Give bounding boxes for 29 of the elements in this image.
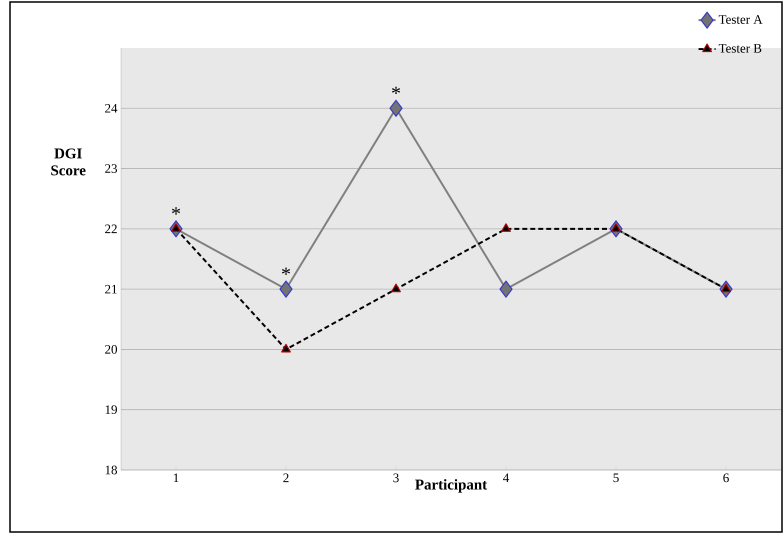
x-tick-label: 3 (393, 474, 399, 482)
y-tick-label: 21 (105, 284, 117, 294)
x-tick-label: 1 (174, 474, 178, 482)
point (611, 223, 621, 232)
annotation: * (392, 86, 400, 94)
point (389, 100, 403, 117)
y-tick-label: 19 (106, 405, 117, 414)
point (721, 284, 731, 292)
point (501, 223, 511, 232)
x-tick-label: 6 (723, 474, 729, 482)
y-tick-label: 24 (105, 104, 118, 113)
point (499, 280, 513, 298)
y-axis-title: DGI Score (51, 148, 86, 176)
x-axis-title: Participant (415, 479, 488, 493)
legend-label: Tester B (718, 44, 762, 53)
x-tick-label: 4 (503, 474, 510, 482)
y-tick-label: 18 (106, 466, 117, 474)
annotation: * (282, 268, 290, 275)
y-tick-label: 23 (105, 164, 117, 173)
point (391, 284, 401, 292)
annotation: * (172, 207, 180, 215)
legend-label: Tester A (718, 15, 763, 24)
x-tick-label: 2 (283, 474, 289, 482)
y-tick-label: 22 (105, 224, 117, 234)
point (281, 344, 291, 353)
y-tick-label: 20 (105, 345, 117, 354)
point (171, 223, 181, 232)
x-tick-label: 5 (614, 474, 619, 482)
point (279, 280, 293, 298)
